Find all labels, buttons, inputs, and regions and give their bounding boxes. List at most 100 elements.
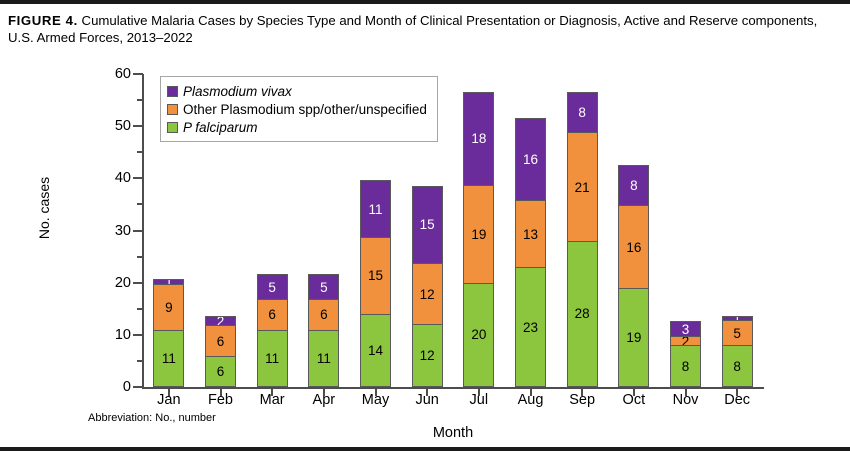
bar-segment-falciparum[interactable]: 28: [566, 240, 598, 387]
legend-label: Other Plasmodium spp/other/unspecified: [183, 101, 427, 117]
bar-segment-falciparum[interactable]: 23: [515, 267, 546, 387]
bar-segment-value: 12: [419, 348, 435, 364]
bar-segment-other[interactable]: 16: [618, 205, 650, 289]
bar-segment-other[interactable]: 19: [463, 184, 495, 284]
bar-segment-falciparum[interactable]: 20: [463, 282, 495, 387]
bar-stack-mar[interactable]: 11 6 5: [256, 274, 288, 387]
y-axis-tick-minor: [137, 307, 143, 310]
bar-segment-value: 8: [578, 105, 586, 121]
x-axis-tick-label-sep: Sep: [569, 392, 596, 408]
bar-segment-value: 23: [522, 319, 539, 335]
bar-segment-value: 16: [626, 239, 642, 255]
y-axis-tick-minor: [137, 255, 143, 258]
bar-segment-vivax[interactable]: 3: [670, 321, 701, 337]
bar-segment-value: 13: [522, 226, 539, 242]
bar-stack-jan[interactable]: 11 9 1: [153, 279, 185, 387]
bar-segment-value: 3: [681, 321, 690, 337]
legend-item-1[interactable]: Other Plasmodium spp/other/unspecified: [167, 100, 427, 118]
x-axis-tick-label-mar: Mar: [259, 392, 285, 408]
bar-segment-value: 5: [320, 279, 328, 295]
bar-segment-vivax[interactable]: 8: [566, 91, 598, 134]
bar-stack-may[interactable]: 14 15 11: [360, 180, 391, 387]
legend-item-0[interactable]: Plasmodium vivax: [167, 82, 427, 100]
bar-stack-dec[interactable]: 8 5 1: [721, 316, 753, 387]
x-axis-tick: [477, 389, 480, 396]
bar-segment-other[interactable]: 13: [515, 200, 546, 269]
bar-segment-falciparum[interactable]: 6: [205, 355, 236, 387]
bar-segment-vivax[interactable]: 5: [256, 274, 288, 301]
x-axis-tick: [271, 389, 274, 396]
y-axis-tick-label: 40: [114, 170, 131, 187]
figure-number: FIGURE 4.: [8, 13, 78, 28]
y-axis-tick-label: 0: [122, 379, 131, 395]
x-axis-tick: [322, 389, 325, 396]
bar-segment-vivax[interactable]: 11: [360, 180, 391, 238]
bar-segment-falciparum[interactable]: 8: [670, 345, 701, 387]
y-axis-tick-major: [133, 125, 143, 128]
bar-segment-other[interactable]: 6: [308, 299, 340, 331]
bar-segment-other[interactable]: 6: [205, 325, 236, 357]
bar-segment-falciparum[interactable]: 8: [721, 345, 753, 387]
x-axis-tick: [684, 389, 687, 396]
y-axis-tick-minor: [137, 203, 143, 206]
x-axis-tick: [219, 389, 222, 396]
bar-segment-other[interactable]: 2: [670, 335, 701, 347]
y-axis-tick-major: [133, 177, 143, 180]
x-axis-tick-label-feb: Feb: [208, 392, 233, 408]
y-axis-tick-label: 50: [114, 118, 131, 135]
bar-stack-feb[interactable]: 6 6 2: [205, 315, 236, 387]
y-axis-tick-major: [133, 229, 143, 232]
bar-segment-falciparum[interactable]: 11: [308, 329, 340, 387]
bar-segment-value: 6: [320, 307, 328, 323]
x-axis-tick-label-apr: Apr: [312, 392, 336, 408]
bar-segment-falciparum[interactable]: 12: [411, 324, 443, 387]
bar-stack-aug[interactable]: 23 13 16: [515, 117, 546, 387]
bar-segment-vivax[interactable]: 18: [463, 91, 495, 186]
y-axis-tick-label: 20: [114, 274, 131, 291]
bar-segment-other[interactable]: 21: [566, 132, 598, 242]
y-axis-tick-major: [133, 73, 143, 75]
bar-segment-value: 5: [268, 279, 276, 295]
bar-segment-value: 15: [367, 268, 384, 284]
bar-segment-value: 11: [368, 201, 383, 217]
bar-segment-falciparum[interactable]: 19: [618, 287, 650, 387]
bar-stack-jul[interactable]: 20 19 18: [463, 91, 495, 387]
x-axis-tick: [374, 389, 377, 396]
bar-segment-other[interactable]: 6: [256, 299, 288, 331]
bar-segment-value: 12: [419, 286, 435, 302]
x-axis-tick-label-dec: Dec: [724, 392, 751, 408]
bar-segment-falciparum[interactable]: 11: [153, 329, 185, 387]
bar-segment-vivax[interactable]: 15: [411, 185, 443, 264]
bar-segment-vivax[interactable]: 5: [308, 274, 340, 301]
x-axis-tick: [529, 389, 532, 396]
bar-segment-vivax[interactable]: 2: [205, 315, 236, 327]
x-axis-tick: [581, 389, 584, 396]
bar-segment-vivax[interactable]: 16: [515, 117, 546, 202]
bar-segment-vivax[interactable]: 1: [721, 316, 753, 322]
legend-swatch-icon: [167, 121, 178, 133]
bar-segment-other[interactable]: 12: [411, 262, 443, 326]
bar-segment-vivax[interactable]: 8: [618, 164, 650, 207]
bar-stack-jun[interactable]: 12 12 15: [411, 185, 443, 387]
bar-segment-other[interactable]: 15: [360, 236, 391, 315]
bar-stack-sep[interactable]: 28 21 8: [566, 91, 598, 387]
bar-stack-oct[interactable]: 19 16 8: [618, 164, 650, 387]
bar-segment-other[interactable]: 5: [721, 320, 753, 347]
bar-segment-other[interactable]: 9: [153, 283, 185, 331]
figure-footnote: Abbreviation: No., number: [88, 412, 216, 424]
bar-segment-vivax[interactable]: 1: [153, 279, 185, 285]
x-axis-tick: [632, 389, 635, 396]
bar-segment-falciparum[interactable]: 14: [360, 313, 391, 387]
bar-segment-falciparum[interactable]: 11: [256, 329, 288, 387]
y-axis-line: [142, 74, 144, 388]
bar-segment-value: 11: [265, 350, 280, 366]
x-axis-tick-label-nov: Nov: [672, 392, 699, 408]
x-axis-tick-label-may: May: [361, 392, 390, 408]
bar-segment-value: 9: [165, 299, 173, 315]
legend-swatch-icon: [167, 85, 178, 97]
bar-segment-value: 18: [471, 131, 487, 147]
legend-item-2[interactable]: P falciparum: [167, 118, 427, 136]
bar-stack-apr[interactable]: 11 6 5: [308, 274, 340, 387]
